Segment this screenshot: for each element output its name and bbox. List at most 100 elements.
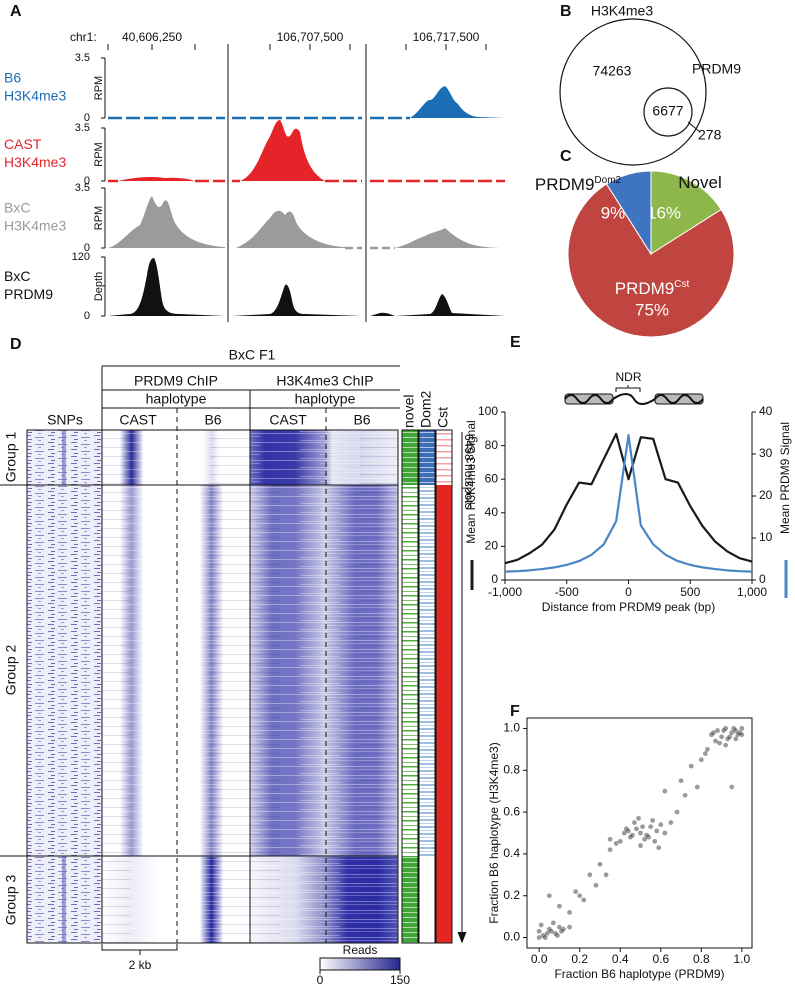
track-axis-label: RPM xyxy=(93,142,105,166)
y-tick-label: 0.8 xyxy=(503,762,520,776)
y-tick-label: 0.4 xyxy=(503,846,520,860)
x-tick-label: 0 xyxy=(625,585,632,599)
x-tick-label: 1.0 xyxy=(734,952,751,966)
scatter-point xyxy=(674,809,680,815)
y2-tick-label: 40 xyxy=(759,404,773,418)
column-label: CAST xyxy=(269,412,307,428)
y-tick-label: 100 xyxy=(478,404,498,418)
track-tick-label: 0 xyxy=(84,310,90,322)
track-axis-label: RPM xyxy=(93,206,105,230)
x-tick-label: -1,000 xyxy=(488,585,522,599)
scatter-point xyxy=(550,920,556,926)
plot-frame xyxy=(526,717,753,949)
coordinate-label: 106,707,500 xyxy=(277,30,344,44)
scatter-point xyxy=(711,730,716,736)
group-label: Group 3 xyxy=(3,874,19,925)
genome-tracks: chr1: 40,606,250 106,707,500 106,717,500… xyxy=(4,30,505,322)
y2-tick-label: 30 xyxy=(759,446,773,460)
x-tick-label: 0.6 xyxy=(652,952,669,966)
track-tick-label: 0 xyxy=(84,112,90,124)
scatter-point xyxy=(731,726,737,731)
x-tick-label: 0.4 xyxy=(612,952,629,966)
scatter-point xyxy=(557,903,562,909)
y2-tick-label: 20 xyxy=(759,488,773,502)
track-tick-label: 0 xyxy=(84,242,90,254)
panel-label: E xyxy=(510,334,521,351)
pie-category: Novel xyxy=(678,173,721,192)
pie-slice xyxy=(567,183,735,338)
scatter-point xyxy=(542,935,548,940)
panel-label: F xyxy=(510,703,520,720)
assay-label: PRDM9 ChIP xyxy=(134,373,218,389)
heatmap: BxC F1 PRDM9 ChIP H3K4me3 ChIP haplotype… xyxy=(0,347,476,986)
track-tick-label: 0 xyxy=(84,175,90,187)
group-label: Group 2 xyxy=(3,644,19,695)
y-axis-label: Fraction B6 haplotype (H3K4me3) xyxy=(487,742,501,923)
pie-category: PRDM9Cst xyxy=(615,279,690,299)
series-line xyxy=(504,432,753,565)
coordinate-label: 106,717,500 xyxy=(413,30,480,44)
scatter-point xyxy=(694,784,700,790)
pie-value-label: 9% xyxy=(601,203,626,222)
scatter-point xyxy=(540,933,546,938)
y-tick-label: 40 xyxy=(485,505,499,519)
scatter-point xyxy=(644,832,649,838)
scatter-point xyxy=(593,882,599,888)
column-label: B6 xyxy=(353,412,370,428)
y-tick-label: 0.0 xyxy=(503,930,520,944)
scale-bar-label: 2 kb xyxy=(129,958,152,972)
track-tick-label: 3.5 xyxy=(75,52,90,64)
scatter-point xyxy=(638,843,643,848)
scatter-point xyxy=(733,728,739,733)
scatter-point xyxy=(559,928,564,934)
scatter-point xyxy=(723,742,729,748)
colorbar-tick-label: 150 xyxy=(390,973,410,986)
scatter-point xyxy=(682,792,688,798)
scatter-point xyxy=(613,841,619,846)
assay-subtitle: haplotype xyxy=(146,391,207,407)
y-tick-label: 20 xyxy=(485,539,499,553)
scatter-point xyxy=(617,838,623,844)
scatter-point xyxy=(544,930,550,936)
scatter-point xyxy=(597,861,603,867)
venn-count: 6677 xyxy=(652,103,683,119)
scatter-point xyxy=(567,910,572,915)
column-label: CAST xyxy=(119,412,157,428)
track-tick-label: 120 xyxy=(72,251,90,263)
heatmap-title: BxC F1 xyxy=(229,347,276,363)
scatter-point xyxy=(638,830,643,836)
scatter-point xyxy=(733,736,739,742)
track-sample: BxC xyxy=(4,268,30,284)
annotation-label: novel xyxy=(401,395,417,428)
x-axis-label: Fraction B6 haplotype (PRDM9) xyxy=(554,967,724,981)
scatter-point xyxy=(662,830,668,836)
panel-label: A xyxy=(10,3,22,20)
scatter-point xyxy=(632,820,637,825)
scatter-point xyxy=(678,778,684,784)
scatter-point xyxy=(739,732,745,738)
scatter-point xyxy=(561,926,566,932)
y-tick-label: 60 xyxy=(485,471,499,485)
scatter-point xyxy=(654,828,660,834)
scatter-point xyxy=(719,734,724,740)
scatter-point xyxy=(636,815,641,821)
coordinate-label: 40,606,250 xyxy=(122,30,182,44)
colorbar-tick-label: 0 xyxy=(317,973,324,986)
scatter-point xyxy=(555,933,560,938)
track-mark: PRDM9 xyxy=(4,286,53,302)
panel-label: B xyxy=(560,3,572,20)
scatter-point xyxy=(640,824,645,830)
scatter-point xyxy=(627,834,633,840)
scatter-point xyxy=(729,730,735,736)
scatter-point xyxy=(717,740,722,746)
pie-category-text: PRDM9 xyxy=(615,279,675,298)
scatter-point xyxy=(709,732,714,738)
scatter-point xyxy=(688,763,694,769)
scatter-point xyxy=(546,893,552,899)
pie-value-label: 75% xyxy=(635,300,669,319)
pie-slice xyxy=(605,170,652,256)
scatter-point xyxy=(737,730,743,736)
scatter-point xyxy=(546,926,552,932)
